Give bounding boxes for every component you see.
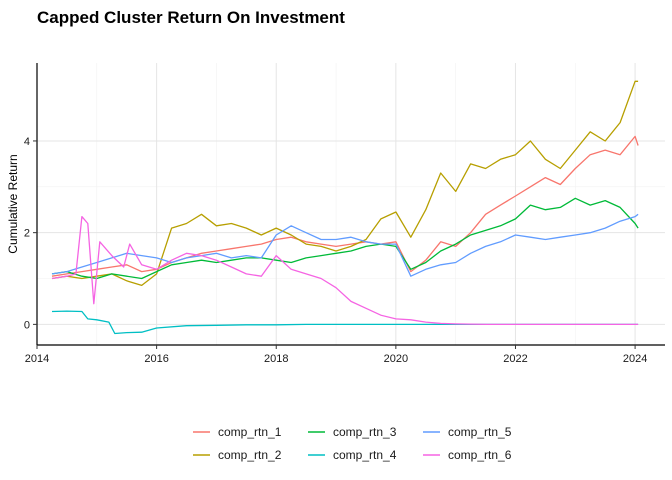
series-line-6	[51, 215, 639, 326]
y-tick-label: 4	[24, 136, 30, 148]
legend-label-5: comp_rtn_5	[448, 425, 512, 439]
x-tick-label: 2018	[264, 353, 288, 365]
y-tick-label: 0	[24, 319, 30, 331]
legend-label-3: comp_rtn_3	[333, 425, 397, 439]
x-tick-label: 2022	[503, 353, 527, 365]
y-ticks: 0 2 4	[24, 136, 37, 331]
series-layer	[51, 80, 639, 335]
x-tick-label: 2024	[623, 353, 647, 365]
series-line-4	[51, 310, 639, 335]
legend: comp_rtn_1 comp_rtn_2 comp_rtn_3 comp_rtn_4…	[193, 425, 512, 462]
series-line-5	[51, 213, 639, 277]
x-ticks: 2014 2016 2018 2020 2022 2024	[25, 345, 647, 365]
x-tick-label: 2020	[384, 353, 408, 365]
legend-label-4: comp_rtn_4	[333, 448, 397, 462]
x-tick-label: 2016	[144, 353, 168, 365]
x-tick-label: 2014	[25, 353, 49, 365]
y-axis-label: Cumulative Return	[6, 154, 20, 253]
grid	[36, 63, 665, 345]
chart-title: Capped Cluster Return On Investment	[37, 8, 345, 27]
series-line-1	[51, 135, 639, 277]
y-tick-label: 2	[24, 228, 30, 240]
series-line-3	[51, 197, 639, 280]
legend-label-2: comp_rtn_2	[218, 448, 282, 462]
legend-label-6: comp_rtn_6	[448, 448, 512, 462]
legend-label-1: comp_rtn_1	[218, 425, 282, 439]
series-line-2	[51, 80, 639, 287]
